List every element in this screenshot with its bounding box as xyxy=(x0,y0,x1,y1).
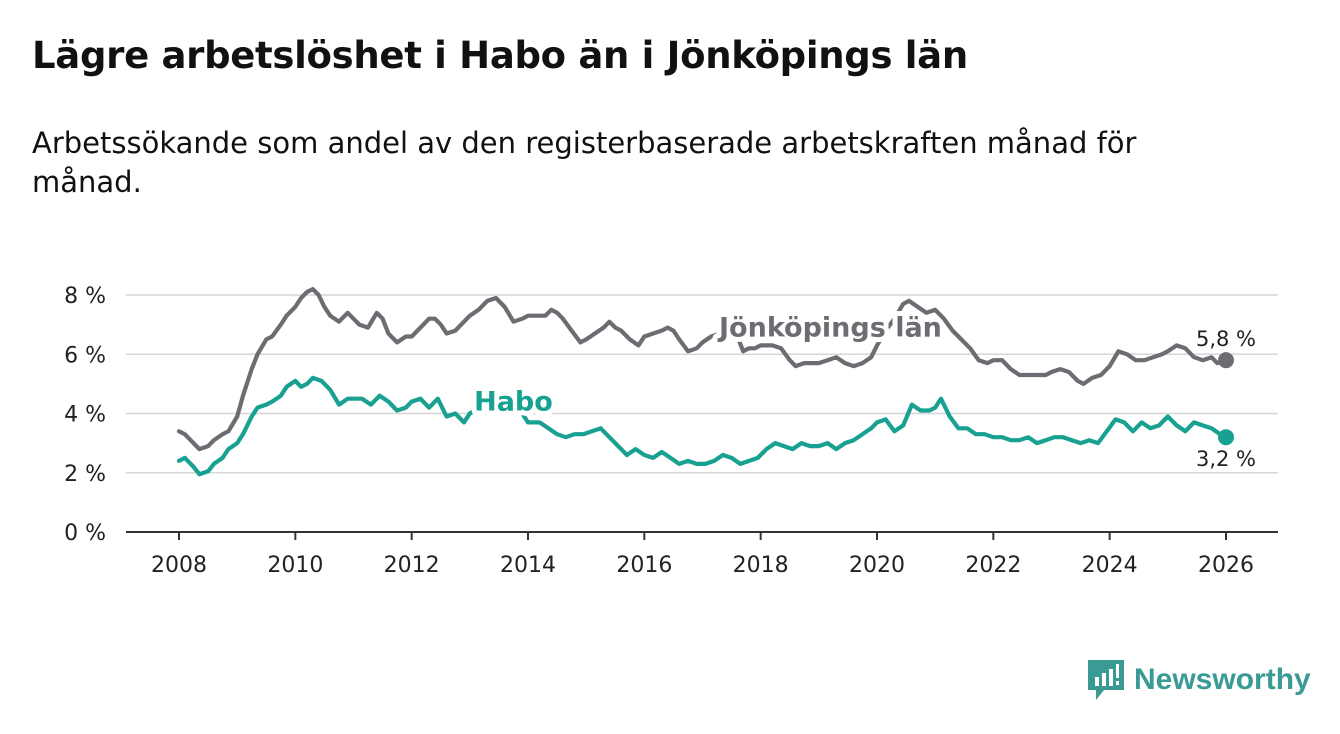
x-tick-label: 2022 xyxy=(965,553,1021,578)
y-tick-label: 6 % xyxy=(64,343,106,368)
x-tick-label: 2014 xyxy=(500,553,556,578)
series-label-halo: Jönköpings län xyxy=(717,312,942,343)
x-tick-label: 2024 xyxy=(1082,553,1138,578)
newsworthy-logo-icon xyxy=(1088,660,1124,700)
series-line-habo xyxy=(176,375,1229,477)
x-tick-label: 2008 xyxy=(151,553,207,578)
x-tick-label: 2026 xyxy=(1198,553,1254,578)
y-tick-label: 2 % xyxy=(64,462,106,487)
axis-layer: 0 % 2 % 4 % 6 % 8 % 2008 2010 2012 2014 2016 2018 2… xyxy=(64,284,1278,578)
series-label: Jönköpings län xyxy=(717,312,942,343)
end-point-marker xyxy=(1218,352,1234,369)
end-value-label: 5,8 % xyxy=(1196,327,1256,351)
chart-subtitle: Arbetssökande som andel av den registerb… xyxy=(32,126,1137,199)
y-tick-label: 4 % xyxy=(64,403,106,428)
x-tick-label: 2010 xyxy=(267,553,323,578)
brand-name: Newsworthy xyxy=(1134,663,1311,696)
series-line-jonkoping xyxy=(176,287,1229,452)
x-tick-label: 2018 xyxy=(733,553,789,578)
end-value-label: 3,2 % xyxy=(1196,447,1256,471)
x-tick-label: 2020 xyxy=(849,553,905,578)
series-label-halo: Habo xyxy=(474,387,553,418)
chart-title: Lägre arbetslöshet i Habo än i Jönköping… xyxy=(32,34,968,77)
y-tick-label: 0 % xyxy=(64,521,106,546)
series-layer xyxy=(176,287,1234,477)
y-tick-label: 8 % xyxy=(64,284,106,309)
brand-logo[interactable]: Newsworthy xyxy=(1088,660,1311,700)
x-tick-label: 2012 xyxy=(384,553,440,578)
x-tick-label: 2016 xyxy=(616,553,672,578)
series-label: Habo xyxy=(474,387,553,418)
end-point-marker xyxy=(1218,429,1234,446)
